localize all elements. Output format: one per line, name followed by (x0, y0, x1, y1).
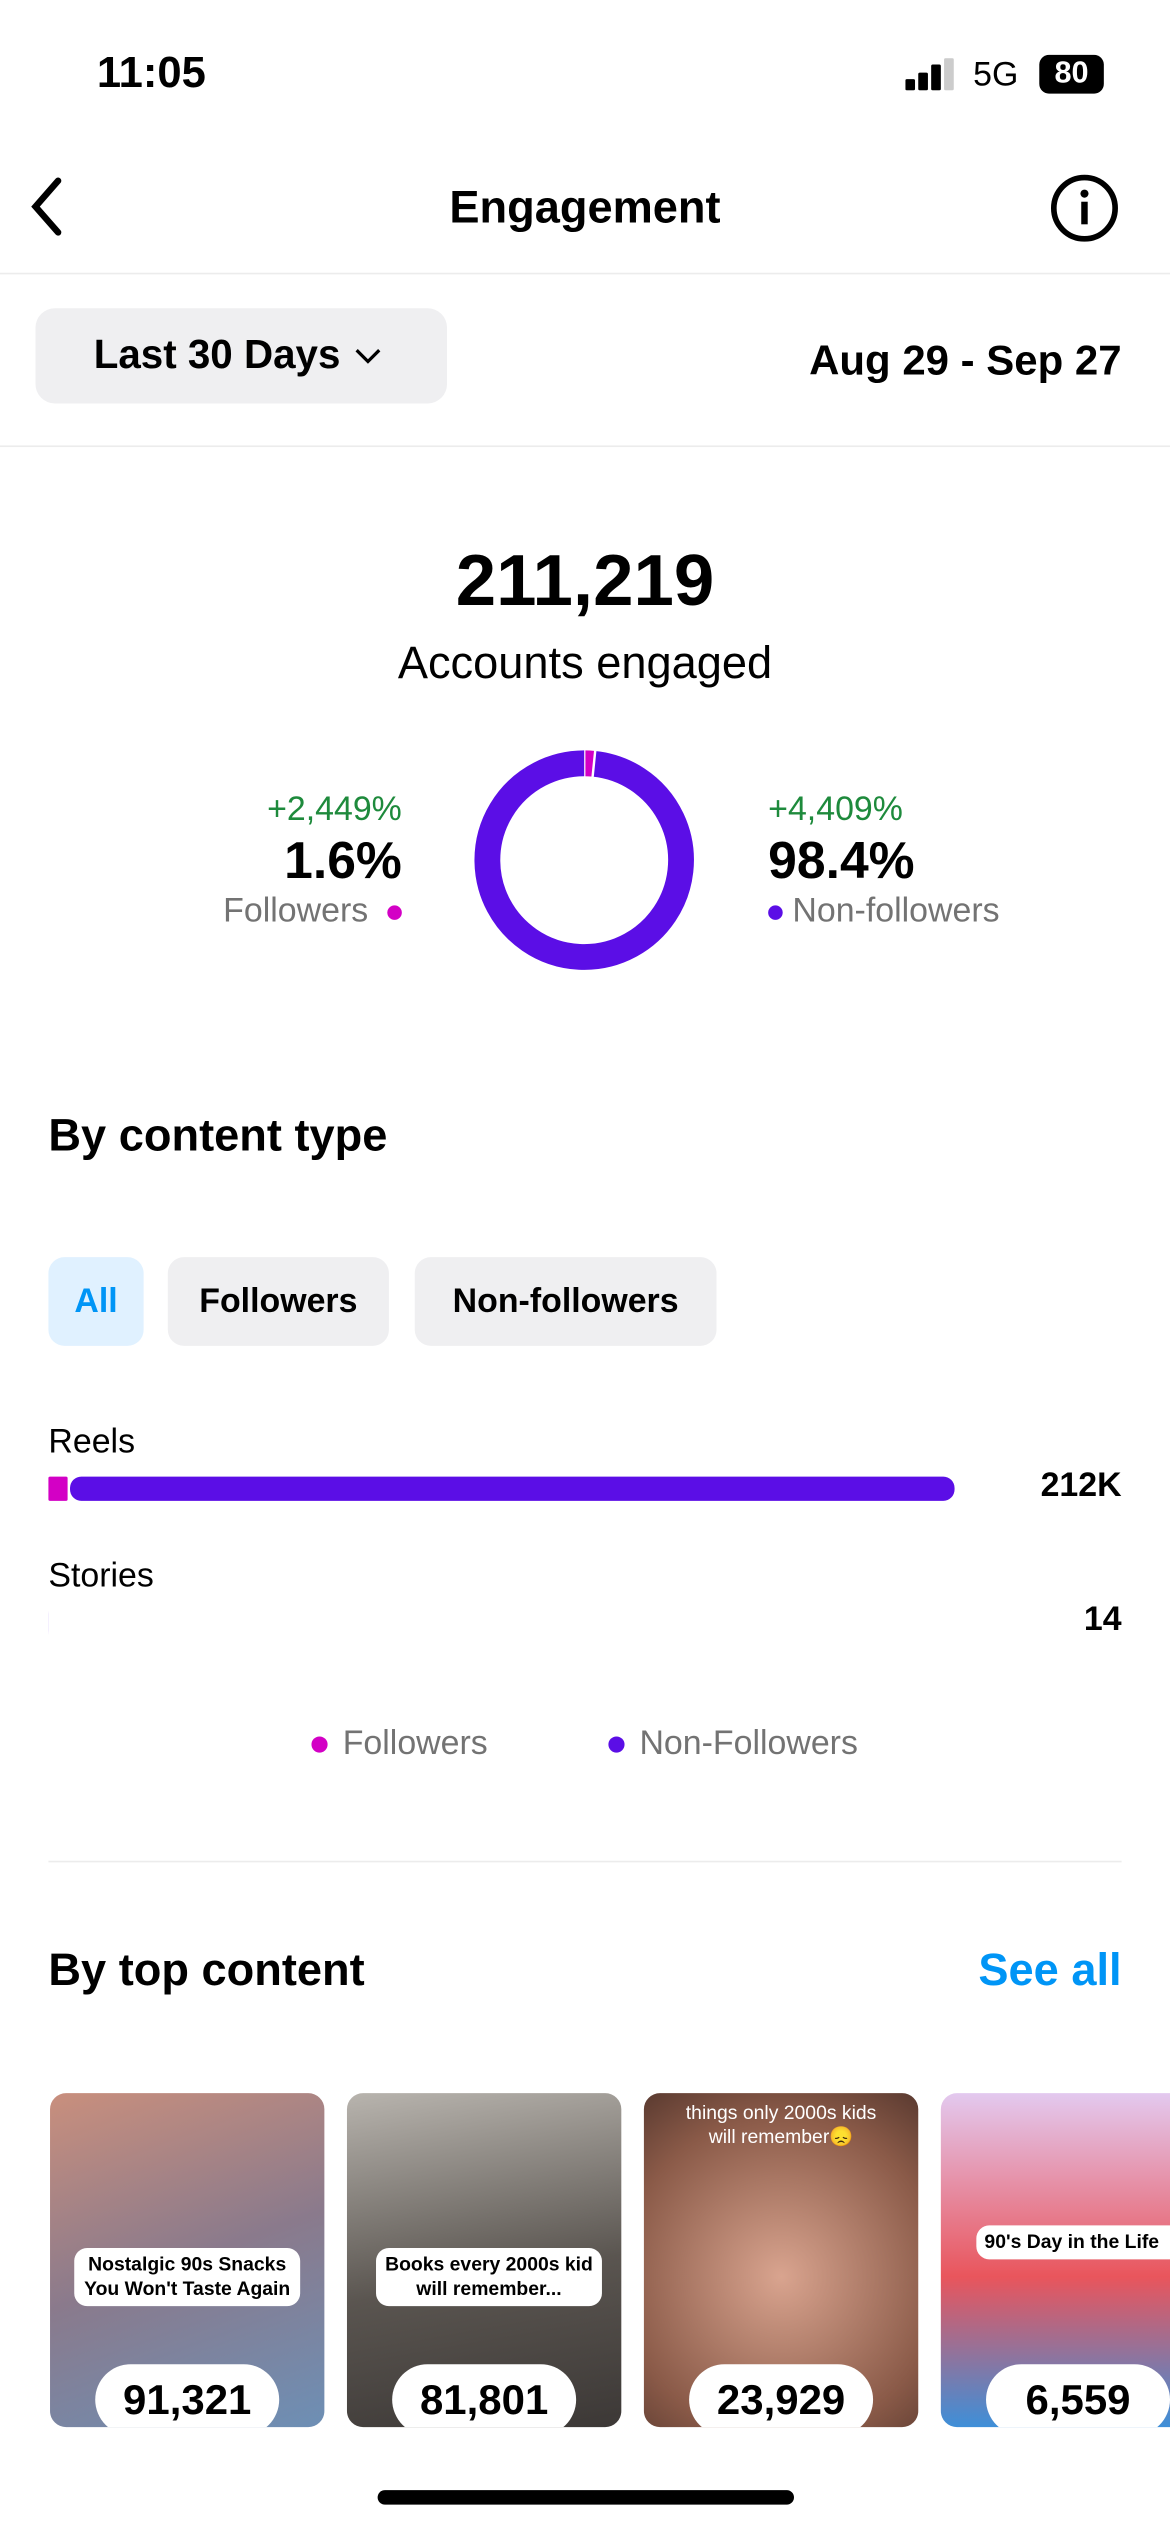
content-thumbnail[interactable]: Nostalgic 90s Snacks You Won't Taste Aga… (50, 2093, 325, 2428)
engagement-count: 81,801 (392, 2364, 577, 2428)
home-indicator (377, 2490, 794, 2505)
thumbnail-caption: Nostalgic 90s Snacks You Won't Taste Aga… (74, 2248, 301, 2307)
legend-label: Non-Followers (639, 1725, 858, 1763)
legend-entry: Non-followers (768, 892, 1000, 931)
content-thumbnail[interactable]: things only 2000s kids will remember😞 23… (643, 2093, 919, 2428)
bar-segment (70, 1476, 955, 1501)
legend-entry: Followers (312, 1725, 488, 1764)
category-label: Reels (48, 1422, 135, 1460)
range-label: Last 30 Days (93, 332, 341, 378)
category-label: Stories (48, 1556, 153, 1594)
tab[interactable]: All (48, 1257, 144, 1346)
signal-icon (905, 58, 954, 91)
legend-entry: Followers (223, 892, 402, 931)
network: 5G (973, 56, 1019, 94)
tab[interactable]: Followers (167, 1257, 389, 1346)
total-label: 14 (1084, 1600, 1122, 1638)
engagement-count: 91,321 (95, 2364, 280, 2428)
chevron (355, 348, 381, 363)
share-label: 1.6% (284, 831, 402, 890)
thumbnail-caption: things only 2000s kids will remember😞 (685, 2101, 877, 2148)
donut-segment (474, 750, 694, 970)
share-label: 98.4% (768, 831, 915, 890)
engagement-count: 23,929 (689, 2364, 874, 2428)
divider (0, 272, 1170, 275)
donut-chart (474, 748, 694, 970)
change: +2,449% (267, 790, 402, 828)
tab[interactable]: Non-followers (414, 1257, 717, 1346)
segment-gap (591, 749, 597, 779)
content-bar-chart: Reels 212K Stories 14 (48, 1422, 1123, 1638)
battery: 80 (1039, 54, 1104, 94)
header-title: Engagement (449, 182, 721, 233)
section-title: By top content (48, 1944, 365, 1995)
divider (48, 1860, 1122, 1863)
legend-dot (608, 1737, 625, 1754)
content-thumbnail[interactable]: 90's Day in the Life 6,559 (940, 2093, 1170, 2428)
legend-entry: Non-Followers (608, 1725, 858, 1764)
total-engaged: 211,219 (455, 539, 715, 622)
thumbnail-caption: 90's Day in the Life (976, 2225, 1170, 2260)
legend-dot (387, 905, 402, 920)
divider (0, 445, 1170, 448)
engagement-count: 6,559 (986, 2364, 1170, 2428)
change: +4,409% (768, 790, 903, 828)
total-label: Accounts engaged (397, 637, 773, 688)
content-thumbnail[interactable]: Books every 2000s kid will remember... 8… (346, 2093, 622, 2428)
date-range: Aug 29 - Sep 27 (809, 335, 1122, 385)
range-dropdown[interactable]: Last 30 Days (35, 308, 448, 404)
status-time: 11:05 (96, 48, 206, 97)
legend: Followers Non-Followers (0, 1725, 1170, 1764)
legend-label: Non-followers (792, 892, 1000, 930)
legend-label: Followers (223, 892, 369, 930)
bar-segment (48, 1476, 68, 1501)
thumbnail-caption: Books every 2000s kid will remember... (376, 2248, 602, 2307)
info-button[interactable] (1049, 173, 1120, 244)
legend-dot (768, 905, 783, 920)
back-button[interactable] (23, 174, 71, 239)
legend-label: Followers (342, 1725, 488, 1763)
legend-dot (312, 1737, 329, 1754)
see-all-link[interactable]: See all (978, 1944, 1122, 1995)
section-title: By content type (48, 1110, 388, 1161)
total-label: 212K (1041, 1466, 1123, 1504)
